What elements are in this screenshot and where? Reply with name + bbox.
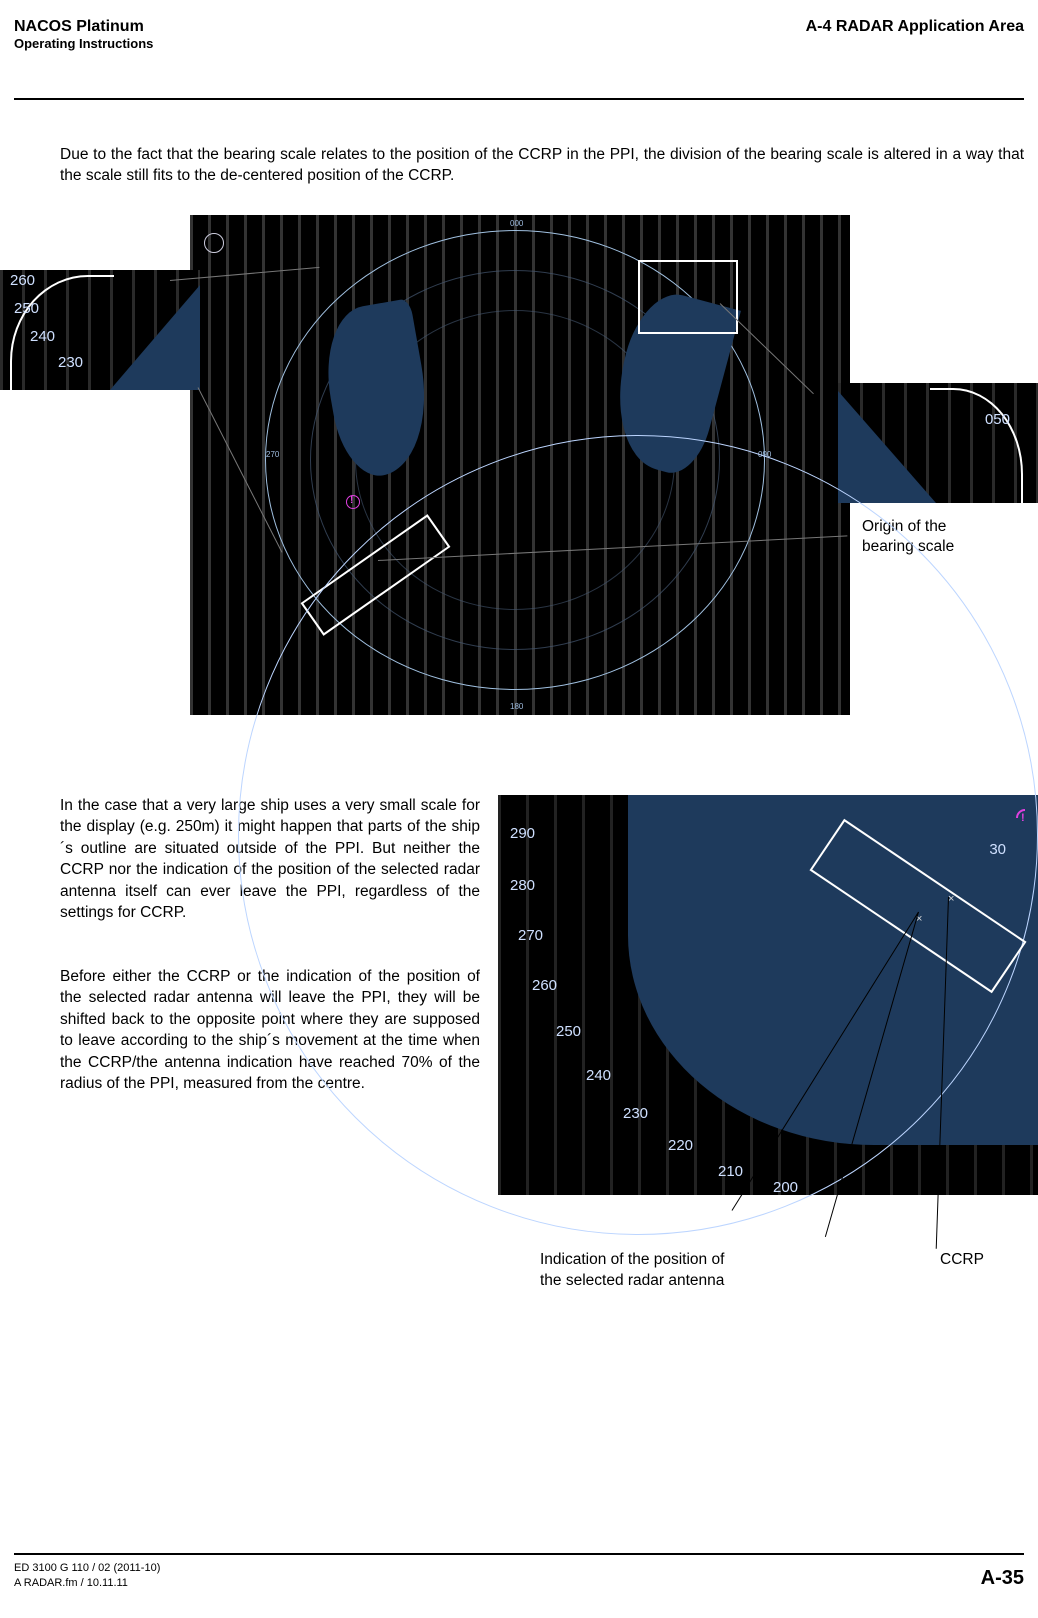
- bearing-label: 270: [518, 927, 543, 944]
- page-header: NACOS Platinum Operating Instructions A-…: [14, 18, 1024, 51]
- bearing-label: 220: [668, 1137, 693, 1154]
- header-rule: [14, 98, 1024, 100]
- page-footer: ED 3100 G 110 / 02 (2011-10) A RADAR.fm …: [14, 1553, 1024, 1590]
- zoom-tick: 250: [14, 300, 39, 317]
- compass-icon: [204, 233, 224, 253]
- page-number: A-35: [981, 1567, 1024, 1590]
- bearing-label: 210: [718, 1163, 743, 1180]
- callout-rect-right: [638, 260, 738, 334]
- bearing-label: 30: [989, 841, 1006, 858]
- zoom-tick: 240: [30, 328, 55, 345]
- bearing-label: 250: [556, 1023, 581, 1040]
- product-subtitle: Operating Instructions: [14, 36, 1024, 51]
- bearing-label: 230: [623, 1105, 648, 1122]
- zoom-tick: 230: [58, 354, 83, 371]
- annotation-ccrp: CCRP: [940, 1250, 984, 1271]
- bearing-label: 200: [773, 1179, 798, 1196]
- bearing-tick: 270: [266, 450, 279, 459]
- bearing-label: 260: [532, 977, 557, 994]
- footer-line-2: A RADAR.fm / 10.11.11: [14, 1576, 1024, 1590]
- alert-icon: [346, 495, 360, 509]
- footer-rule: [14, 1553, 1024, 1555]
- bearing-label: 240: [586, 1067, 611, 1084]
- alert-icon: !: [1016, 809, 1034, 827]
- zoom-tick: 050: [985, 411, 1010, 428]
- svg-text:!: !: [1021, 812, 1025, 824]
- ccrp-marker: ×: [948, 893, 954, 905]
- figure-2: 290 280 270 260 250 240 230 220 210 200 …: [498, 795, 1038, 1195]
- footer-doc-id: ED 3100 G 110 / 02 (2011-10) A RADAR.fm …: [14, 1561, 1024, 1590]
- zoom-tick: 260: [10, 272, 35, 289]
- bearing-label: 280: [510, 877, 535, 894]
- section-title: A-4 RADAR Application Area: [806, 18, 1024, 36]
- footer-line-1: ED 3100 G 110 / 02 (2011-10): [14, 1561, 1024, 1575]
- intro-paragraph: Due to the fact that the bearing scale r…: [60, 144, 1024, 187]
- annotation-antenna: Indication of the position of the select…: [540, 1250, 724, 1292]
- zoom-inset-right: 050: [838, 383, 1038, 503]
- bearing-tick: 000: [510, 219, 523, 228]
- zoom-inset-left: 260 250 240 230: [0, 270, 200, 390]
- bearing-label: 290: [510, 825, 535, 842]
